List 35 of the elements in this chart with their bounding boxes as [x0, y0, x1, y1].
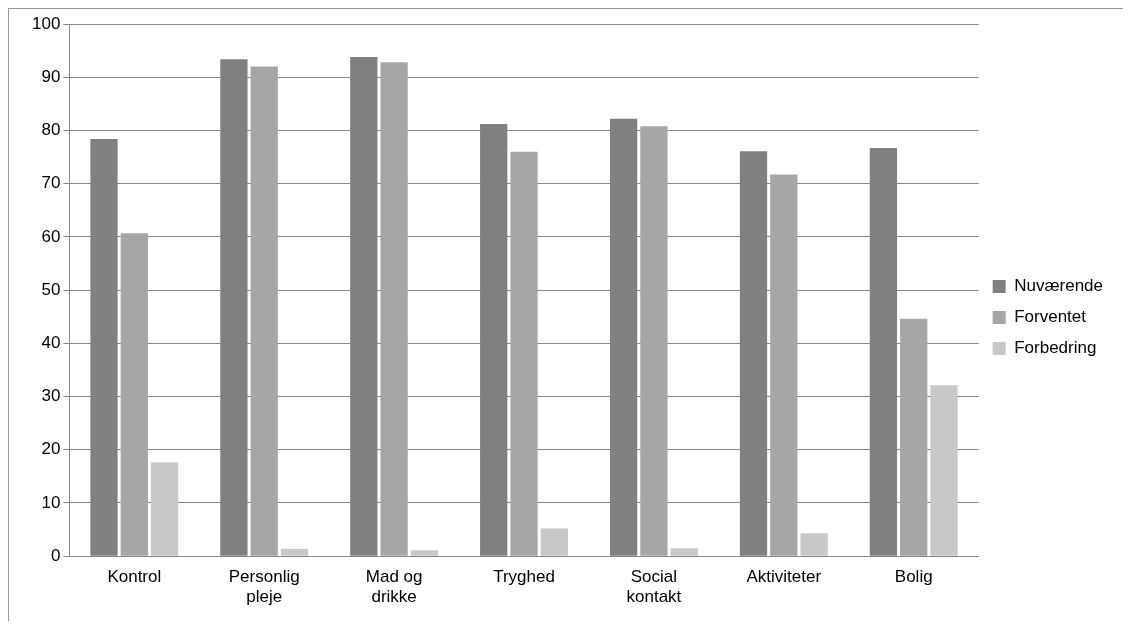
y-tick-label: 30	[41, 386, 61, 406]
bar	[800, 533, 828, 556]
y-tick-label: 40	[41, 333, 61, 353]
x-tick-label: Tryghed	[493, 567, 555, 587]
bar	[120, 233, 148, 556]
y-tick-label: 50	[41, 279, 61, 299]
bar	[900, 318, 928, 556]
bar	[670, 548, 698, 556]
legend-label: Forventet	[1014, 307, 1087, 327]
x-tick-label: Aktiviteter	[746, 567, 822, 587]
bar	[930, 385, 958, 556]
bar	[640, 126, 668, 556]
bar	[280, 548, 309, 556]
y-tick-label: 20	[41, 439, 61, 459]
bar	[540, 528, 568, 556]
y-tick-label: 60	[41, 226, 61, 246]
y-tick-label: 100	[31, 13, 61, 33]
y-tick-label: 80	[41, 120, 61, 140]
bar	[510, 151, 538, 556]
y-tick-label: 0	[50, 545, 61, 565]
x-tick-label: Mad og drikke	[365, 567, 423, 607]
y-tick-label: 70	[41, 173, 61, 193]
x-tick-label: Social kontakt	[626, 567, 682, 607]
bar	[150, 462, 179, 556]
bar	[380, 62, 408, 556]
bar	[250, 66, 278, 556]
y-tick-label: 10	[41, 492, 61, 512]
bar	[770, 174, 798, 556]
bar	[410, 550, 439, 556]
legend-label: Forbedring	[1014, 338, 1097, 358]
legend-label: Nuværende	[1014, 276, 1103, 296]
y-tick-label: 90	[41, 66, 61, 86]
x-tick-label: Kontrol	[107, 567, 162, 587]
x-tick-label: Personlig pleje	[228, 567, 300, 607]
x-tick-label: Bolig	[894, 567, 933, 587]
